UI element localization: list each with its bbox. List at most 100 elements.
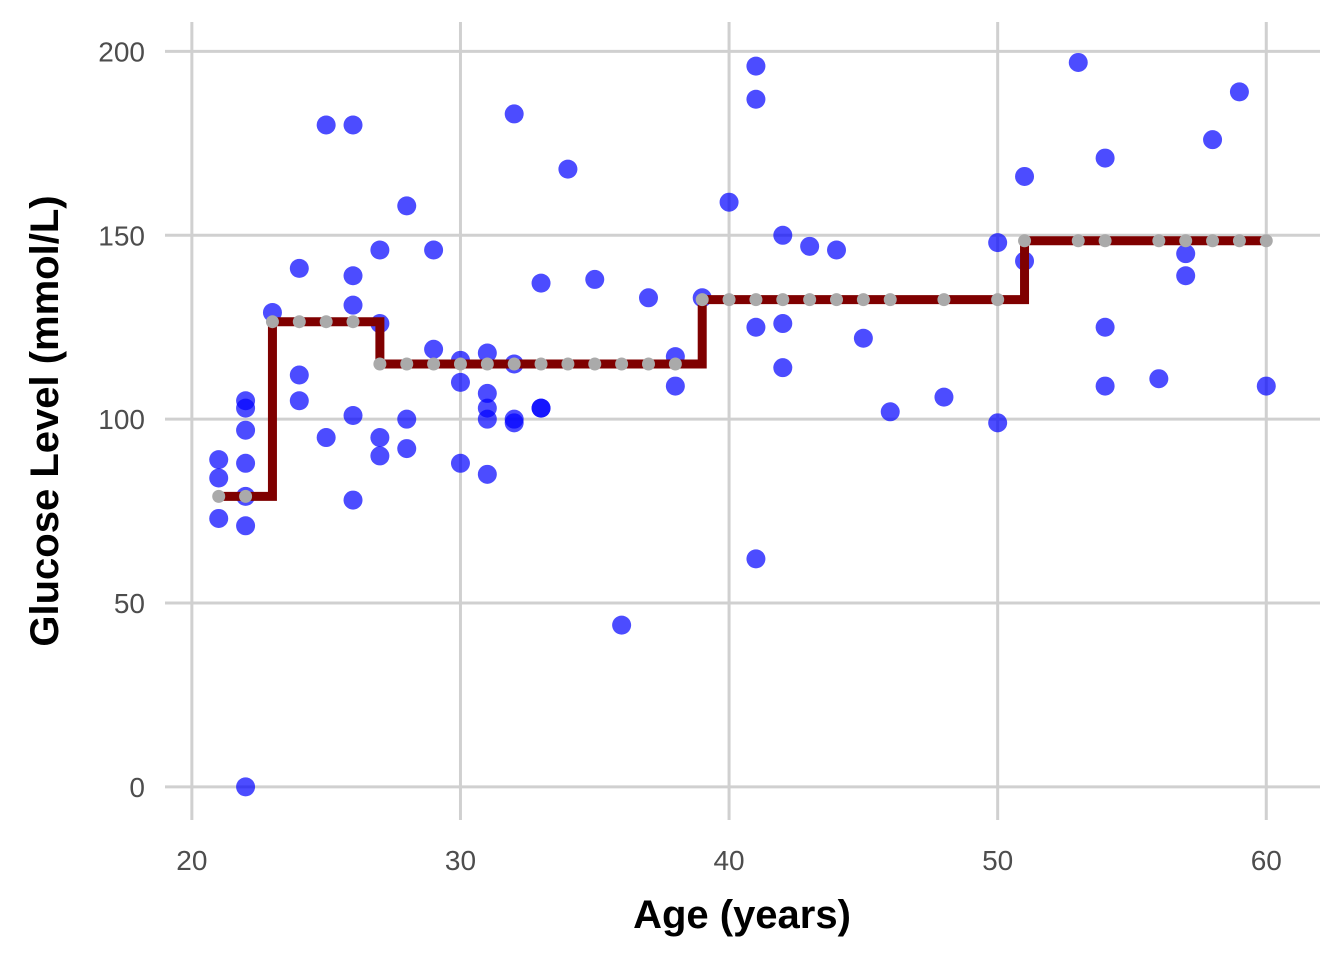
data-point <box>1149 369 1169 389</box>
data-point <box>638 288 658 308</box>
y-tick-labels: 0 50 100 150 200 <box>98 36 145 802</box>
y-tick-label: 100 <box>98 404 145 435</box>
data-point <box>585 269 605 289</box>
y-tick-label: 200 <box>98 36 145 67</box>
data-point <box>827 240 847 260</box>
data-point <box>1229 82 1249 102</box>
fitted-point <box>588 357 602 371</box>
data-point <box>424 339 444 359</box>
x-tick-label: 50 <box>982 845 1013 876</box>
y-tick-label: 0 <box>129 772 145 803</box>
data-point <box>450 453 470 473</box>
fitted-point <box>856 293 870 307</box>
data-point <box>370 240 390 260</box>
fitted-point <box>722 293 736 307</box>
fitted-point <box>1071 234 1085 248</box>
x-axis-title: Age (years) <box>633 893 851 937</box>
fitted-point <box>346 315 360 329</box>
fitted-point <box>212 489 226 503</box>
data-point <box>773 225 793 245</box>
data-point <box>1203 130 1223 150</box>
data-point <box>397 196 417 216</box>
y-axis-title: Glucose Level (mmol/L) <box>23 195 67 646</box>
data-point <box>531 398 551 418</box>
fitted-point <box>830 293 844 307</box>
fitted-point <box>480 357 494 371</box>
data-point <box>853 328 873 348</box>
fitted-point <box>319 315 333 329</box>
data-point <box>531 273 551 293</box>
fitted-point <box>641 357 655 371</box>
data-point <box>1095 148 1115 168</box>
fitted-point <box>507 357 521 371</box>
data-point <box>988 413 1008 433</box>
data-point <box>209 468 229 488</box>
fitted-point <box>1098 234 1112 248</box>
fitted-point <box>400 357 414 371</box>
data-point <box>370 428 390 448</box>
data-point <box>450 372 470 392</box>
data-point <box>558 159 578 179</box>
data-point <box>477 383 497 403</box>
fitted-point <box>1259 234 1273 248</box>
data-points <box>209 52 1276 797</box>
fitted-point <box>1232 234 1246 248</box>
data-point <box>343 490 363 510</box>
fitted-point <box>615 357 629 371</box>
data-point <box>316 428 336 448</box>
data-point <box>1095 317 1115 337</box>
fitted-point <box>749 293 763 307</box>
data-point <box>209 450 229 470</box>
data-point <box>397 439 417 459</box>
fitted-point <box>776 293 790 307</box>
x-tick-labels: 20 30 40 50 60 <box>176 845 1282 876</box>
x-tick-label: 30 <box>445 845 476 876</box>
fitted-point <box>292 315 306 329</box>
y-tick-label: 150 <box>98 220 145 251</box>
data-point <box>1256 376 1276 396</box>
x-tick-label: 40 <box>713 845 744 876</box>
data-point <box>343 405 363 425</box>
data-point <box>289 258 309 278</box>
fitted-point <box>695 293 709 307</box>
x-tick-label: 20 <box>176 845 207 876</box>
data-point <box>988 233 1008 253</box>
fitted-point <box>803 293 817 307</box>
data-point <box>343 295 363 315</box>
data-point <box>424 240 444 260</box>
x-tick-label: 60 <box>1251 845 1282 876</box>
data-point <box>236 453 256 473</box>
data-point <box>880 402 900 422</box>
data-point <box>934 387 954 407</box>
fitted-point <box>1018 234 1032 248</box>
data-point <box>477 464 497 484</box>
fitted-point <box>561 357 575 371</box>
fitted-point <box>427 357 441 371</box>
data-point <box>1176 244 1196 264</box>
fitted-point <box>265 315 279 329</box>
fitted-point <box>883 293 897 307</box>
fitted-point <box>991 293 1005 307</box>
data-point <box>343 115 363 135</box>
data-point <box>370 446 390 466</box>
data-point <box>746 56 766 76</box>
data-point <box>477 409 497 429</box>
fitted-point <box>1152 234 1166 248</box>
data-point <box>746 317 766 337</box>
data-point <box>343 266 363 286</box>
data-point <box>1095 376 1115 396</box>
data-point <box>209 508 229 528</box>
data-point <box>236 420 256 440</box>
data-point <box>289 391 309 411</box>
data-point <box>504 104 524 124</box>
data-point <box>746 549 766 569</box>
data-point <box>1015 166 1035 186</box>
data-point <box>1068 52 1088 72</box>
y-gridlines <box>165 49 1320 789</box>
fitted-points <box>212 234 1273 503</box>
fitted-point <box>373 357 387 371</box>
fitted-point <box>453 357 467 371</box>
data-point <box>773 358 793 378</box>
fitted-point <box>534 357 548 371</box>
